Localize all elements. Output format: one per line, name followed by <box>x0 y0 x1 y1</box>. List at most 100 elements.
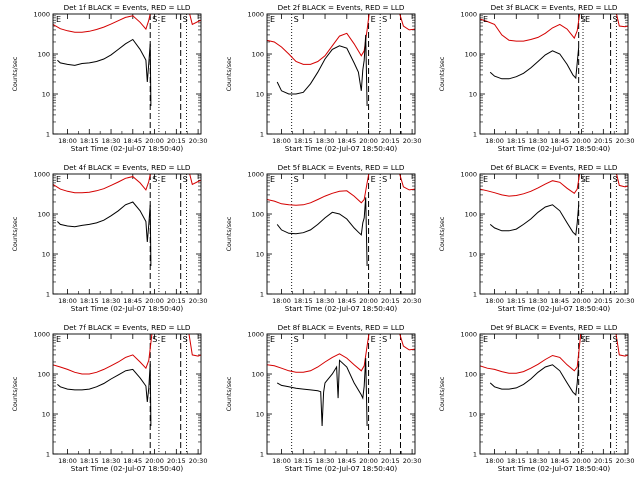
x-axis-label: Start Time (02-Jul-07 18:50:40) <box>285 304 398 313</box>
plot-frame <box>52 173 202 295</box>
panel-title: Det 7f BLACK = Events, RED = LLD <box>64 323 191 332</box>
x-tick-label: 20:30 <box>189 457 208 465</box>
event-mark: S <box>152 175 157 184</box>
x-tick-label: 18:15 <box>80 297 99 305</box>
event-mark: S <box>613 175 618 184</box>
y-tick-label: 1000 <box>460 171 477 179</box>
panel-title: Det 6f BLACK = Events, RED = LLD <box>491 163 618 172</box>
x-tick-label: 18:30 <box>529 137 548 145</box>
x-tick-label: 18:15 <box>507 137 526 145</box>
lld-series-line <box>53 334 201 375</box>
x-tick-label: 20:00 <box>572 457 591 465</box>
plot-frame <box>479 173 629 295</box>
y-tick-label: 10 <box>256 411 264 419</box>
detector-panel-7: Det 7f BLACK = Events, RED = LLD Counts/s… <box>12 323 208 473</box>
y-tick-label: 1 <box>46 451 50 459</box>
y-axis-label: Counts/sec <box>439 56 446 91</box>
x-tick-label: 18:45 <box>337 457 356 465</box>
x-tick-label: 18:45 <box>123 297 142 305</box>
x-tick-label: 18:15 <box>294 297 313 305</box>
event-mark: E <box>585 175 590 184</box>
x-tick-label: 20:00 <box>572 137 591 145</box>
lld-series-line <box>267 174 415 206</box>
event-mark: S <box>581 335 586 344</box>
x-tick-label: 20:00 <box>359 297 378 305</box>
event-mark: E <box>371 175 376 184</box>
x-tick-label: 20:30 <box>616 297 635 305</box>
event-mark: E <box>371 15 376 24</box>
y-tick-label: 10 <box>42 91 50 99</box>
x-tick-label: 20:00 <box>145 297 164 305</box>
event-mark: E <box>270 335 275 344</box>
event-mark: S <box>183 15 188 24</box>
y-tick-label: 1000 <box>460 331 477 339</box>
x-tick-label: 20:00 <box>145 457 164 465</box>
event-mark: E <box>585 335 590 344</box>
y-tick-label: 10 <box>42 251 50 259</box>
events-series-line <box>276 34 368 107</box>
events-series-line <box>489 204 580 236</box>
event-mark: E <box>161 335 166 344</box>
x-tick-label: 18:30 <box>316 137 335 145</box>
x-tick-label: 18:30 <box>316 297 335 305</box>
event-mark: S <box>294 175 299 184</box>
y-axis-label: Counts/sec <box>226 216 233 251</box>
x-tick-label: 18:45 <box>550 457 569 465</box>
plot-frame <box>266 13 416 135</box>
x-axis-label: Start Time (02-Jul-07 18:50:40) <box>71 304 184 313</box>
x-tick-label: 20:15 <box>167 457 186 465</box>
x-tick-label: 18:30 <box>316 457 335 465</box>
x-tick-label: 20:15 <box>381 137 400 145</box>
detector-panel-9: Det 9f BLACK = Events, RED = LLD Counts/s… <box>439 323 634 473</box>
x-tick-label: 20:30 <box>403 457 422 465</box>
y-axis-label: Counts/sec <box>439 216 446 251</box>
y-tick-label: 100 <box>38 51 50 59</box>
events-series-line <box>489 363 580 396</box>
event-mark: E <box>56 335 61 344</box>
y-tick-label: 1000 <box>460 11 477 19</box>
x-tick-label: 20:15 <box>594 137 613 145</box>
y-axis-label: Counts/sec <box>226 376 233 411</box>
event-mark: E <box>161 175 166 184</box>
x-tick-label: 18:00 <box>58 457 77 465</box>
event-mark: S <box>183 175 188 184</box>
x-tick-label: 18:00 <box>485 457 504 465</box>
event-mark: E <box>56 15 61 24</box>
x-tick-label: 18:00 <box>485 297 504 305</box>
y-tick-label: 100 <box>252 211 264 219</box>
plot-frame <box>266 173 416 295</box>
y-tick-label: 1000 <box>33 11 50 19</box>
event-mark: E <box>270 175 275 184</box>
y-tick-label: 100 <box>252 371 264 379</box>
panel-title: Det 1f BLACK = Events, RED = LLD <box>64 3 191 12</box>
event-mark: E <box>483 175 488 184</box>
event-mark: E <box>56 175 61 184</box>
x-tick-label: 20:00 <box>359 137 378 145</box>
panel-title: Det 3f BLACK = Events, RED = LLD <box>491 3 618 12</box>
panel-title: Det 2f BLACK = Events, RED = LLD <box>278 3 405 12</box>
detector-panel-2: Det 2f BLACK = Events, RED = LLD Counts/s… <box>226 3 421 153</box>
panel-title: Det 5f BLACK = Events, RED = LLD <box>278 163 405 172</box>
events-series-line <box>276 197 368 267</box>
lld-series-line <box>480 14 628 42</box>
y-tick-label: 1 <box>260 291 264 299</box>
event-mark: E <box>371 335 376 344</box>
events-series-line <box>489 46 580 80</box>
plot-frame <box>266 333 416 455</box>
event-mark: S <box>294 335 299 344</box>
lld-series-line <box>480 174 628 197</box>
y-tick-label: 100 <box>465 211 477 219</box>
x-tick-label: 18:45 <box>337 297 356 305</box>
y-tick-label: 10 <box>469 411 477 419</box>
y-tick-label: 10 <box>469 91 477 99</box>
detector-panel-6: Det 6f BLACK = Events, RED = LLD Counts/s… <box>439 163 635 313</box>
detector-panel-8: Det 8f BLACK = Events, RED = LLD Counts/s… <box>226 323 422 473</box>
x-tick-label: 20:30 <box>189 297 208 305</box>
x-tick-label: 20:00 <box>359 457 378 465</box>
x-axis-label: Start Time (02-Jul-07 18:50:40) <box>285 144 398 153</box>
lld-series-line <box>267 334 415 373</box>
x-axis-label: Start Time (02-Jul-07 18:50:40) <box>71 144 184 153</box>
x-tick-label: 18:30 <box>102 297 121 305</box>
y-axis-label: Counts/sec <box>226 56 233 91</box>
